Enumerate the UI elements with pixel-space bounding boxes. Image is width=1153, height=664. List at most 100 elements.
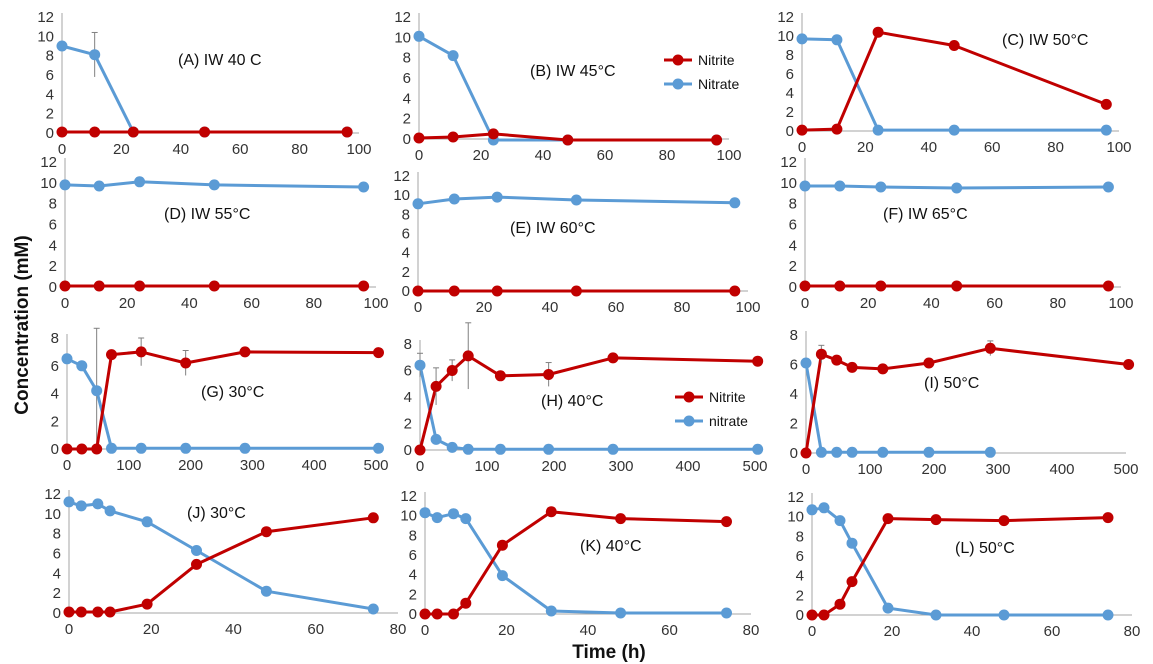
panel-f: 0 2 4 6 8 10 12 0 20 40 60 80 100 (F) IW 65°C [780, 154, 1133, 312]
data-point-nitrate [496, 570, 508, 582]
data-point-nitrite [448, 608, 459, 620]
data-point-nitrite [127, 126, 139, 138]
x-axis-label: Time (h) [572, 642, 646, 663]
data-point-nitrite [570, 285, 582, 297]
data-point-nitrite [818, 609, 830, 621]
y-tick-label: 4 [404, 389, 412, 406]
data-point-nitrate [373, 442, 384, 454]
data-point-nitrite [831, 123, 843, 135]
x-tick-label: 40 [964, 623, 981, 640]
x-tick-label: 100 [735, 299, 760, 316]
x-tick-label: 0 [65, 621, 73, 638]
data-point-nitrite [59, 280, 71, 292]
data-point-nitrite [76, 443, 88, 455]
data-point-nitrite [135, 346, 147, 358]
x-tick-label: 80 [390, 621, 407, 638]
panel-title: (I) 50°C [924, 375, 979, 392]
y-tick-label: 10 [400, 508, 417, 525]
x-tick-label: 60 [307, 621, 324, 638]
data-point-nitrate [106, 442, 117, 454]
data-point-nitrite [93, 280, 105, 292]
y-tick-label: 10 [37, 28, 54, 45]
data-point-nitrite [412, 285, 424, 297]
data-point-nitrite [239, 346, 251, 358]
x-tick-label: 100 [474, 458, 499, 475]
legend-label: nitrate [709, 413, 748, 429]
y-tick-label: 6 [402, 226, 410, 243]
data-point-nitrate [875, 181, 887, 193]
data-point-nitrate [800, 357, 812, 369]
x-tick-label: 20 [119, 295, 136, 312]
data-point-nitrite [92, 606, 104, 618]
data-point-nitrite [180, 357, 192, 369]
data-point-nitrite [191, 558, 202, 570]
panel-title: (E) IW 60°C [510, 220, 596, 237]
x-tick-label: 20 [884, 623, 901, 640]
panel-title: (A) IW 40 C [178, 52, 262, 69]
x-tick-label: 300 [985, 461, 1010, 478]
data-point-nitrate [93, 180, 105, 192]
y-tick-label: 4 [790, 386, 798, 403]
x-tick-label: 300 [240, 457, 265, 474]
data-point-nitrite [1102, 512, 1114, 524]
data-point-nitrite [951, 280, 963, 292]
data-point-nitrite [729, 285, 741, 297]
panel-b: 0 2 4 6 8 10 12 0 20 40 60 80 100 (B) IW 45°C Nitrite N… [394, 9, 741, 164]
y-tick-label: 0 [51, 441, 59, 458]
data-point-nitrate [260, 585, 272, 597]
y-tick-label: 4 [51, 386, 59, 403]
data-point-nitrate [180, 442, 192, 454]
x-tick-label: 0 [61, 295, 69, 312]
panel-h: 0 2 4 6 8 0 100 200 300 400 500 (H) 40°C Nitrite nitr… [404, 322, 768, 475]
panel-title: (F) IW 65°C [883, 206, 968, 223]
x-tick-label: 40 [535, 147, 552, 164]
data-point-nitrate [877, 446, 889, 458]
data-point-nitrate [1100, 124, 1112, 136]
data-point-nitrite [104, 606, 116, 618]
y-tick-label: 6 [409, 547, 417, 564]
x-tick-label: 500 [742, 458, 767, 475]
series-line-nitrate [418, 34, 717, 142]
data-point-nitrate [818, 502, 830, 514]
data-point-nitrite [872, 26, 884, 38]
series-line-nitrate [801, 37, 1107, 132]
y-tick-label: 4 [796, 568, 804, 585]
data-point-nitrite [806, 609, 818, 621]
data-point-nitrite [721, 516, 732, 528]
data-point-nitrite [61, 443, 73, 455]
data-point-nitrate [141, 516, 153, 528]
data-point-nitrate [796, 33, 808, 45]
x-tick-label: 40 [542, 299, 559, 316]
panel-title: (D) IW 55°C [164, 206, 250, 223]
data-point-nitrate [998, 609, 1010, 621]
data-point-nitrite [89, 126, 101, 138]
y-tick-label: 10 [44, 506, 61, 523]
y-axis-label: Concentration (mM) [12, 235, 33, 414]
data-point-nitrate [448, 193, 460, 205]
y-tick-label: 2 [409, 586, 417, 603]
y-tick-label: 2 [51, 413, 59, 430]
y-tick-label: 6 [796, 548, 804, 565]
data-point-nitrite [447, 131, 459, 143]
data-point-nitrite [875, 280, 887, 292]
y-tick-label: 4 [403, 90, 411, 107]
x-tick-label: 80 [659, 147, 676, 164]
y-tick-label: 2 [790, 416, 798, 433]
x-tick-label: 60 [232, 141, 249, 158]
y-tick-label: 0 [49, 279, 57, 296]
legend-label: Nitrite [698, 52, 735, 68]
data-point-nitrite [494, 370, 506, 382]
y-tick-label: 0 [790, 445, 798, 462]
data-point-nitrite [260, 526, 272, 538]
data-point-nitrite [446, 365, 458, 376]
y-tick-label: 0 [404, 442, 412, 459]
data-point-nitrate [367, 603, 379, 615]
y-tick-label: 8 [796, 528, 804, 545]
data-point-nitrate [545, 605, 557, 617]
data-point-nitrate [448, 508, 459, 520]
y-tick-label: 10 [394, 29, 411, 46]
y-tick-label: 0 [409, 606, 417, 623]
x-tick-label: 400 [1049, 461, 1074, 478]
data-point-nitrite [367, 512, 379, 524]
